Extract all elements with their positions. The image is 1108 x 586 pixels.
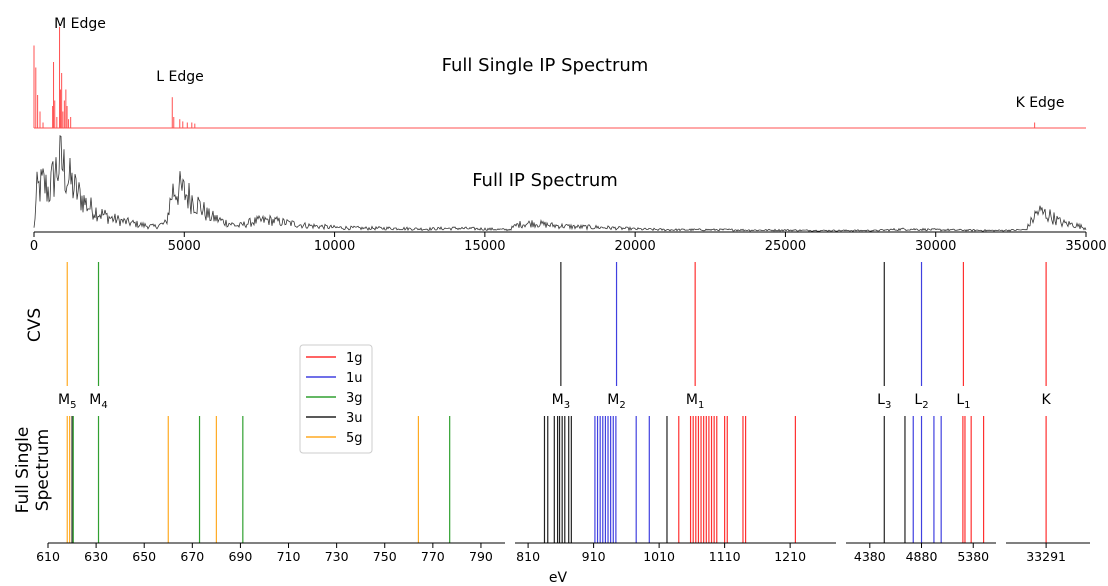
stick-x-tick-label: 630 [84,549,108,564]
edge-label: M1 [686,392,704,411]
top-x-ticks: 0 5000 10000 15000 20000 25000 30000 35000 [30,232,1107,254]
stick-x-tick-label: 810 [516,549,540,564]
edge-label: L1 [956,392,970,411]
stick-x-tick-label: 5380 [957,549,989,564]
top-x-tick-label: 0 [30,239,38,254]
x-axis-label: eV [549,570,568,586]
legend-label: 3u [346,411,363,426]
legend-label: 1g [346,351,363,366]
k-edge-label: K Edge [1016,95,1065,111]
stick-x-tick-label: 770 [421,549,445,564]
edge-label: L3 [877,392,891,411]
top-x-tick-label: 20000 [614,239,655,254]
stick-x-tick-label: 1210 [774,549,806,564]
legend: 1g 1u 3g 3u 5g [299,344,373,454]
stick-x-tick-label: 33291 [1026,549,1066,564]
stick-x-tick-label: 1010 [643,549,675,564]
edge-label: M2 [607,392,625,411]
stick-panel: M3 M2 M1 810 910 1010 1110 1210 [515,262,836,564]
edge-label: L2 [914,392,928,411]
stick-panel: L3 L2 L1 4380 4880 5380 [846,262,996,564]
edge-label: M5 [58,392,76,411]
cvs-ylabel: CVS [25,308,45,342]
top-x-tick-label: 30000 [915,239,956,254]
top-x-tick-label: 25000 [765,239,806,254]
full-ip-spectrum-line [33,135,1087,232]
top-x-tick-label: 10000 [314,239,355,254]
stick-x-tick-label: 4880 [906,549,938,564]
stick-x-tick-label: 730 [325,549,349,564]
stick-x-tick-label: 1110 [709,549,741,564]
legend-label: 3g [346,391,363,406]
stick-panels: M5 M4 610 630 650 670 690 710 730 750 770 790 M3 M2 M1… [36,262,1090,564]
legend-frame [299,344,373,454]
stick-x-tick-label: 690 [228,549,252,564]
stick-x-tick-label: 710 [277,549,301,564]
legend-label: 1u [346,371,363,386]
stick-x-tick-label: 4380 [854,549,886,564]
stick-x-tick-label: 670 [180,549,204,564]
single-ip-peaks [33,26,1086,129]
edge-label: M4 [89,392,107,411]
stick-x-tick-label: 610 [36,549,60,564]
m-edge-label: M Edge [54,16,106,32]
stick-x-tick-label: 790 [469,549,493,564]
stick-spectrum-panels: CVS Full Single Spectrum M5 M4 610 630 650 67… [13,262,1090,586]
full-single-ylabel-line1: Full Single [13,427,33,514]
edge-label: K [1042,392,1052,408]
top-x-tick-label: 35000 [1065,239,1106,254]
single-ip-spectrum-panel: Full Single IP Spectrum M Edge L Edge K … [33,16,1086,129]
stick-x-tick-label: 910 [582,549,606,564]
full-ip-title: Full IP Spectrum [472,170,618,191]
stick-panel: M5 M4 610 630 650 670 690 710 730 750 770 790 [36,262,505,564]
full-ip-series [33,135,1087,232]
top-x-tick-label: 5000 [168,239,201,254]
stick-x-tick-label: 750 [373,549,397,564]
top-x-tick-label: 15000 [464,239,505,254]
edge-label: M3 [552,392,570,411]
stick-x-tick-label: 650 [132,549,156,564]
legend-label: 5g [346,431,363,446]
full-single-ylabel-line2: Spectrum [33,429,53,511]
l-edge-label: L Edge [156,69,203,85]
stick-panel: K 33291 [1006,262,1090,564]
full-ip-spectrum-panel: Full IP Spectrum 0 5000 10000 15000 20000 250… [30,135,1107,254]
single-ip-title: Full Single IP Spectrum [442,55,649,76]
